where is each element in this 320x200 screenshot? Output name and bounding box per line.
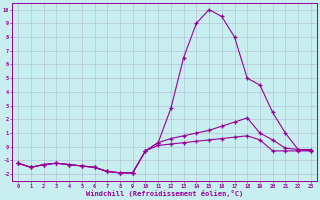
X-axis label: Windchill (Refroidissement éolien,°C): Windchill (Refroidissement éolien,°C) (86, 190, 243, 197)
